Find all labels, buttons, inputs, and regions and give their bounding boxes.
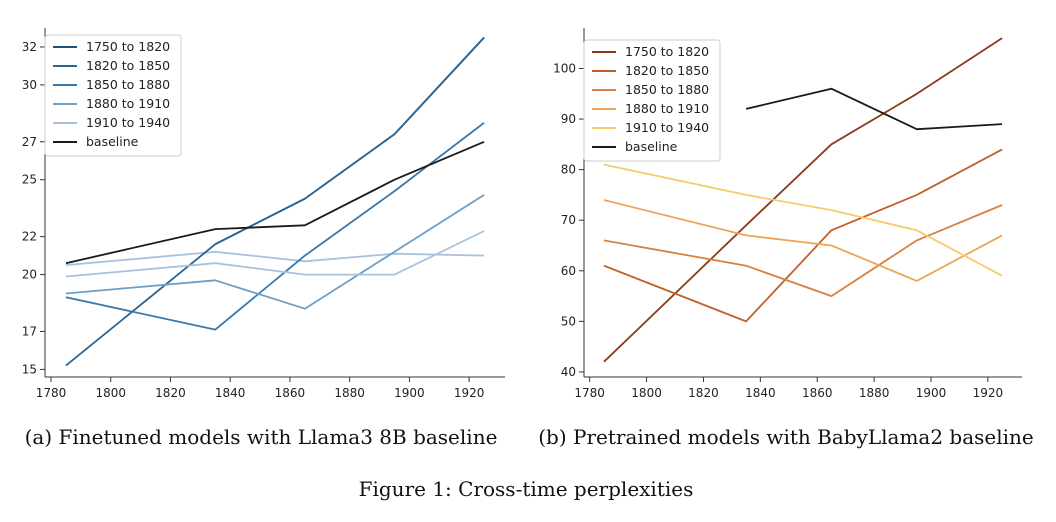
legend-label: 1850 to 1880 xyxy=(86,77,170,92)
caption-b: (b) Pretrained models with BabyLlama2 ba… xyxy=(538,425,1034,449)
series-line-1910-to-1940 xyxy=(603,163,1003,277)
y-tick-label: 32 xyxy=(22,40,37,54)
panel-a: 15 17 20 22 25 27 30 32 1780 1800 1820 1840 1860 1880… xyxy=(22,28,505,400)
series-line-extra xyxy=(65,250,485,266)
x-tick-label: 1880 xyxy=(334,386,365,400)
legend-label: baseline xyxy=(625,139,678,154)
legend-label: 1910 to 1940 xyxy=(625,120,709,135)
y-tick-label: 17 xyxy=(22,324,37,338)
y-tick-label: 80 xyxy=(561,163,576,177)
x-tick-label: 1920 xyxy=(454,386,485,400)
x-tick-label: 1780 xyxy=(574,386,605,400)
legend: 1750 to 1820 1820 to 1850 1850 to 1880 1880… xyxy=(44,34,182,157)
y-tick-label: 27 xyxy=(22,135,37,149)
figure-caption: Figure 1: Cross-time perplexities xyxy=(359,477,694,501)
series-line-1880-to-1910 xyxy=(65,194,485,310)
y-tick-label: 20 xyxy=(22,268,37,282)
series-line-1850-to-1880 xyxy=(603,204,1003,297)
y-tick-label: 30 xyxy=(22,78,37,92)
legend-label: 1820 to 1850 xyxy=(86,58,170,73)
legend-label: 1910 to 1940 xyxy=(86,115,170,130)
legend-box xyxy=(44,34,182,157)
y-tick-label: 90 xyxy=(561,112,576,126)
y-tick-label: 100 xyxy=(553,61,576,75)
legend-label: 1820 to 1850 xyxy=(625,63,709,78)
x-tick-label: 1840 xyxy=(215,386,246,400)
series-line-1750-to-1820 xyxy=(214,36,485,246)
x-tick-label: 1820 xyxy=(155,386,186,400)
y-tick-label: 22 xyxy=(22,230,37,244)
y-tick-label: 70 xyxy=(561,213,576,227)
legend-label: 1850 to 1880 xyxy=(625,82,709,97)
x-tick-label: 1800 xyxy=(95,386,126,400)
legend-label: 1880 to 1910 xyxy=(625,101,709,116)
series-line-baseline xyxy=(65,140,485,265)
legend-label: 1750 to 1820 xyxy=(86,39,170,54)
x-tick-label: 1780 xyxy=(36,386,67,400)
x-tick-label: 1800 xyxy=(631,386,662,400)
y-tick-label: 60 xyxy=(561,264,576,278)
legend-label: 1880 to 1910 xyxy=(86,96,170,111)
legend: 1750 to 1820 1820 to 1850 1850 to 1880 1880… xyxy=(583,39,721,162)
x-tick-label: 1900 xyxy=(394,386,425,400)
x-tick-label: 1880 xyxy=(859,386,890,400)
series-line-1880-to-1910 xyxy=(603,199,1003,282)
series-line-1750-to-1820 xyxy=(603,37,1003,363)
x-tick-label: 1860 xyxy=(275,386,306,400)
x-tick-label: 1860 xyxy=(802,386,833,400)
x-tick-label: 1900 xyxy=(916,386,947,400)
y-tick-label: 40 xyxy=(561,365,576,379)
x-tick-label: 1920 xyxy=(973,386,1004,400)
series-line-1850-to-1880 xyxy=(65,122,485,331)
y-tick-label: 25 xyxy=(22,173,37,187)
legend-box xyxy=(583,39,721,162)
series-line-baseline xyxy=(745,87,1003,131)
x-tick-label: 1840 xyxy=(745,386,776,400)
y-tick-label: 50 xyxy=(561,314,576,328)
panel-b: 40 50 60 70 80 90 100 1780 1800 1820 1840 1860 1880 1… xyxy=(553,28,1022,400)
series-line-1820-to-1850 xyxy=(603,148,1003,323)
series-line-1910-to-1940 xyxy=(65,230,485,278)
legend-label: 1750 to 1820 xyxy=(625,44,709,59)
legend-label: baseline xyxy=(86,134,139,149)
y-tick-label: 15 xyxy=(22,362,37,376)
caption-a: (a) Finetuned models with Llama3 8B base… xyxy=(25,425,498,449)
x-tick-label: 1820 xyxy=(688,386,719,400)
